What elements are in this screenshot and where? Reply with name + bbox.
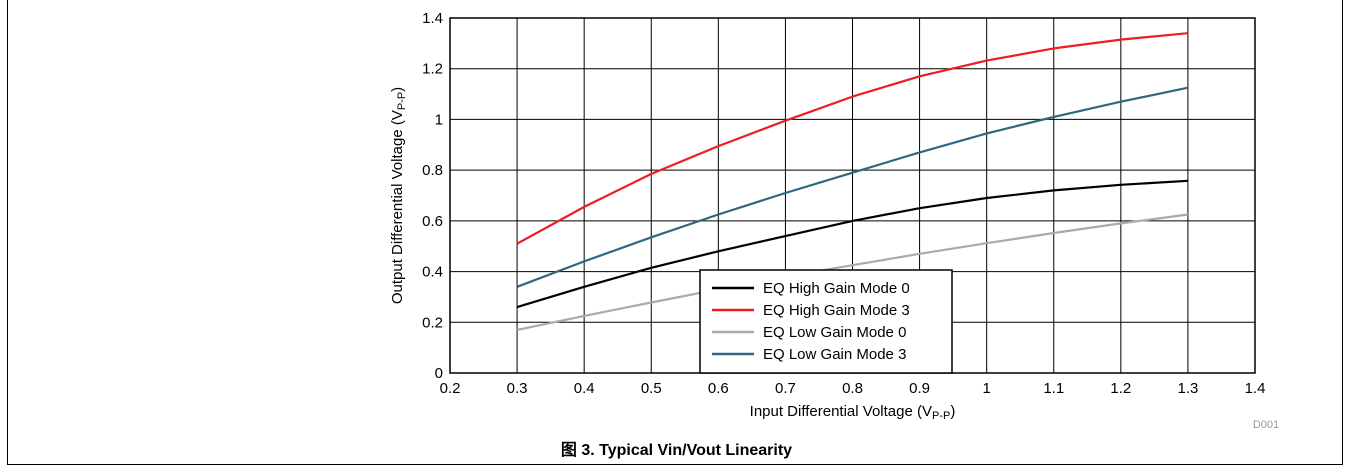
x-tick-label: 0.9: [909, 380, 930, 397]
series-line-eq-low-gain-mode-3: [516, 86, 1189, 288]
chart: 0.2 0.3 0.4 0.5 0.6 0.7 0.8 0.9 1 1.1 1.2 1.3 1.400.…: [389, 10, 1279, 431]
x-tick-label: 0.7: [775, 380, 796, 397]
x-tick-label: 1.3: [1177, 380, 1198, 397]
figure-code: D001: [1253, 419, 1279, 431]
series-line-eq-high-gain-mode-3: [516, 32, 1189, 245]
x-axis-title: Input Differential Voltage (VP-P): [750, 403, 956, 422]
x-tick-label: 0.5: [641, 380, 662, 397]
x-tick-label: 0.8: [842, 380, 863, 397]
y-tick-label: 0.4: [422, 264, 443, 281]
tick-labels: 0.2 0.3 0.4 0.5 0.6 0.7 0.8 0.9 1 1.1 1.2 1.3 1.400.…: [422, 10, 1265, 397]
y-tick-label: 1: [435, 111, 443, 128]
y-tick-label: 0: [435, 365, 443, 382]
y-tick-label: 0.8: [422, 162, 443, 179]
y-tick-label: 1.2: [422, 61, 443, 78]
x-tick-label: 1.4: [1245, 380, 1266, 397]
figure-caption: 图 3. Typical Vin/Vout Linearity: [560, 442, 793, 459]
series-lines: [516, 32, 1189, 331]
y-tick-label: 0.2: [422, 314, 443, 331]
x-tick-label: 0.3: [507, 380, 528, 397]
y-tick-label: 1.4: [422, 10, 443, 27]
figure-frame: [7, 0, 1343, 465]
x-tick-label: 0.2: [440, 380, 461, 397]
x-tick-label: 1.1: [1043, 380, 1064, 397]
x-tick-label: 0.6: [708, 380, 729, 397]
legend-label: EQ High Gain Mode 0: [763, 280, 910, 297]
series-line-eq-low-gain-mode-0: [516, 213, 1189, 331]
series-line-eq-high-gain-mode-0: [516, 179, 1188, 309]
y-axis-title: Output Differential Voltage (VP-P): [389, 87, 408, 304]
legend: EQ High Gain Mode 0 EQ High Gain Mode 3 EQ…: [699, 269, 953, 374]
legend-label: EQ High Gain Mode 3: [763, 302, 910, 319]
legend-label: EQ Low Gain Mode 3: [763, 346, 906, 363]
x-tick-label: 1.2: [1110, 380, 1131, 397]
axis-titles: Input Differential Voltage (VP-P) Output …: [389, 87, 1279, 431]
x-tick-label: 0.4: [574, 380, 595, 397]
legend-label: EQ Low Gain Mode 0: [763, 324, 906, 341]
x-tick-label: 1: [982, 380, 990, 397]
y-tick-label: 0.6: [422, 213, 443, 230]
